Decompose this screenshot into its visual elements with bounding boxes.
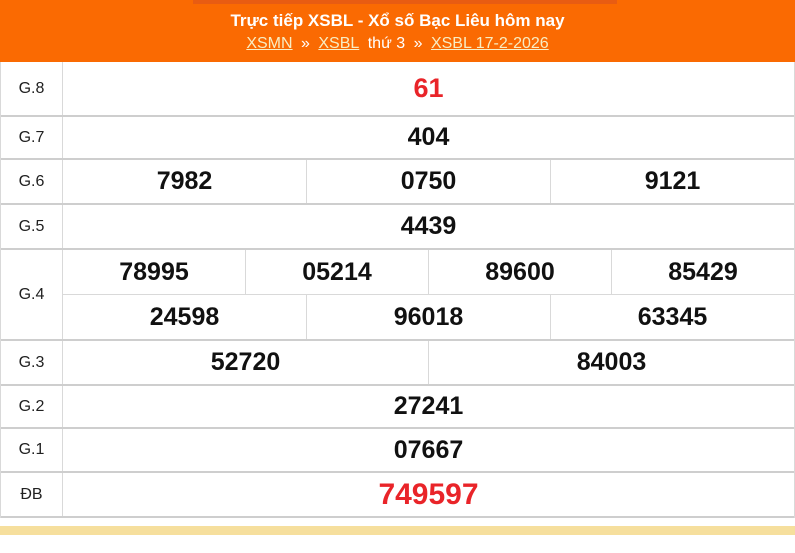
prize-number: 27241 xyxy=(393,392,464,420)
prize-number: 52720 xyxy=(63,341,429,384)
prize-number: 4439 xyxy=(400,212,457,240)
prize-label: G.2 xyxy=(1,386,63,427)
prize-label: G.6 xyxy=(1,160,63,203)
prize-number: 24598 xyxy=(63,295,307,339)
prize-label: G.8 xyxy=(1,62,63,115)
page-title: Trực tiếp XSBL - Xổ số Bạc Liêu hôm nay xyxy=(230,11,565,30)
results-table: G.8 61 G.7 404 G.6 7982 0750 9121 G.5 44… xyxy=(0,62,795,518)
header: Trực tiếp XSBL - Xổ số Bạc Liêu hôm nay … xyxy=(0,0,795,62)
prize-row-g6: G.6 7982 0750 9121 xyxy=(1,160,794,205)
breadcrumb-weekday: thứ 3 xyxy=(367,35,406,52)
prize-row-g4-bottom: 24598 96018 63345 xyxy=(63,295,794,339)
prize-label: ĐB xyxy=(1,473,63,516)
prize-row-g7: G.7 404 xyxy=(1,117,794,160)
prize-row-g2: G.2 27241 xyxy=(1,386,794,429)
prize-label: G.4 xyxy=(1,250,63,339)
prize-number: 07667 xyxy=(393,435,464,464)
prize-number-jackpot: 749597 xyxy=(378,477,479,511)
prize-row-g4: G.4 78995 05214 89600 85429 24598 96018 … xyxy=(1,250,794,341)
prize-row-g8: G.8 61 xyxy=(1,62,794,117)
breadcrumb: XSMN » XSBL thứ 3 » XSBL 17-2-2026 xyxy=(0,34,795,54)
prize-number: 0750 xyxy=(307,160,551,203)
prize-label: G.1 xyxy=(1,429,63,471)
prize-row-g1: G.1 07667 xyxy=(1,429,794,473)
prize-number: 7982 xyxy=(63,160,307,203)
top-accent-strip xyxy=(193,0,617,4)
prize-number: 85429 xyxy=(668,257,738,286)
breadcrumb-separator: » xyxy=(301,35,310,52)
prize-number: 63345 xyxy=(637,302,708,331)
prize-number: 404 xyxy=(407,123,450,151)
prize-label: G.7 xyxy=(1,117,63,158)
prize-number: 61 xyxy=(413,73,444,103)
prize-number: 96018 xyxy=(307,295,551,339)
prize-number: 05214 xyxy=(246,250,429,294)
prize-label: G.3 xyxy=(1,341,63,384)
bottom-gap xyxy=(0,518,795,526)
prize-number: 89600 xyxy=(429,250,612,294)
prize-row-db: ĐB 749597 xyxy=(1,473,794,518)
breadcrumb-link-xsmn[interactable]: XSMN xyxy=(246,35,293,52)
prize-label: G.5 xyxy=(1,205,63,248)
prize-number: 84003 xyxy=(576,348,647,376)
prize-row-g5: G.5 4439 xyxy=(1,205,794,250)
prize-row-g4-top: 78995 05214 89600 85429 xyxy=(63,250,794,295)
prize-number: 9121 xyxy=(644,167,701,195)
bottom-yellow-strip xyxy=(0,526,795,535)
breadcrumb-link-xsbl[interactable]: XSBL xyxy=(318,35,360,52)
breadcrumb-link-date[interactable]: XSBL 17-2-2026 xyxy=(430,35,549,52)
breadcrumb-separator: » xyxy=(413,35,423,52)
prize-row-g3: G.3 52720 84003 xyxy=(1,341,794,386)
prize-number: 78995 xyxy=(63,250,246,294)
